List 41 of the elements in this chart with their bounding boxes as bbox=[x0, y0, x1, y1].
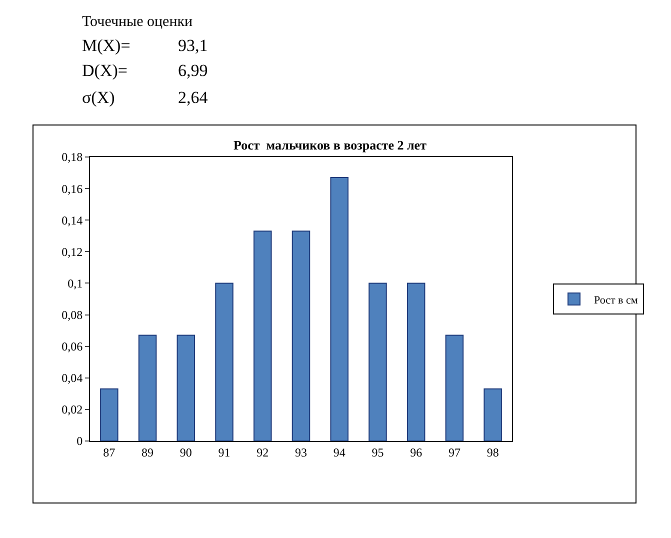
text: 6,99 bbox=[178, 61, 208, 80]
text: 93,1 bbox=[178, 36, 208, 55]
y-tick-label: 0,08 bbox=[62, 308, 83, 322]
y-tick-label: 0,02 bbox=[62, 402, 83, 417]
x-tick-label: 98 bbox=[486, 445, 499, 460]
x-tick-label: 92 bbox=[256, 445, 269, 460]
bar bbox=[445, 334, 464, 441]
x-tick-label: 94 bbox=[333, 445, 346, 460]
bar bbox=[176, 334, 196, 441]
bar bbox=[215, 282, 234, 441]
y-tick-label: 0,04 bbox=[62, 371, 83, 386]
y-tick-label: 0,16 bbox=[62, 182, 83, 196]
text: M(X)= bbox=[82, 36, 130, 55]
x-tick-label: 95 bbox=[372, 445, 384, 460]
bar bbox=[100, 388, 118, 441]
text: D(X)= bbox=[82, 61, 128, 80]
y-tick-label: 0,14 bbox=[62, 213, 83, 228]
bar bbox=[484, 388, 502, 441]
y-tick-label: 0 bbox=[76, 434, 83, 448]
text: Точечные оценки bbox=[82, 14, 193, 30]
x-tick-label: 90 bbox=[180, 445, 192, 460]
x-tick-label: 87 bbox=[103, 445, 116, 460]
y-tick-label: 0,12 bbox=[62, 244, 83, 259]
y-tick-label: 0,18 bbox=[62, 150, 83, 164]
x-tick-label: 93 bbox=[295, 445, 307, 460]
y-tick-label: 0,06 bbox=[62, 340, 83, 354]
x-tick-label: 97 bbox=[448, 445, 460, 460]
bar bbox=[368, 282, 387, 441]
x-tick-label: 89 bbox=[142, 445, 154, 460]
bar bbox=[330, 177, 348, 441]
x-tick-label: 91 bbox=[218, 445, 230, 460]
text: 2,64 bbox=[178, 88, 208, 107]
text: σ(X) bbox=[82, 88, 115, 107]
bar bbox=[138, 334, 157, 441]
y-tick-label: 0,1 bbox=[68, 276, 83, 290]
bar bbox=[254, 230, 272, 441]
legend-label: Рост в см bbox=[594, 294, 638, 306]
chart-title: Рост мальчиков в возрасте 2 лет bbox=[234, 138, 428, 153]
bar bbox=[292, 230, 310, 441]
bar bbox=[406, 282, 426, 441]
x-tick-label: 96 bbox=[410, 445, 422, 460]
